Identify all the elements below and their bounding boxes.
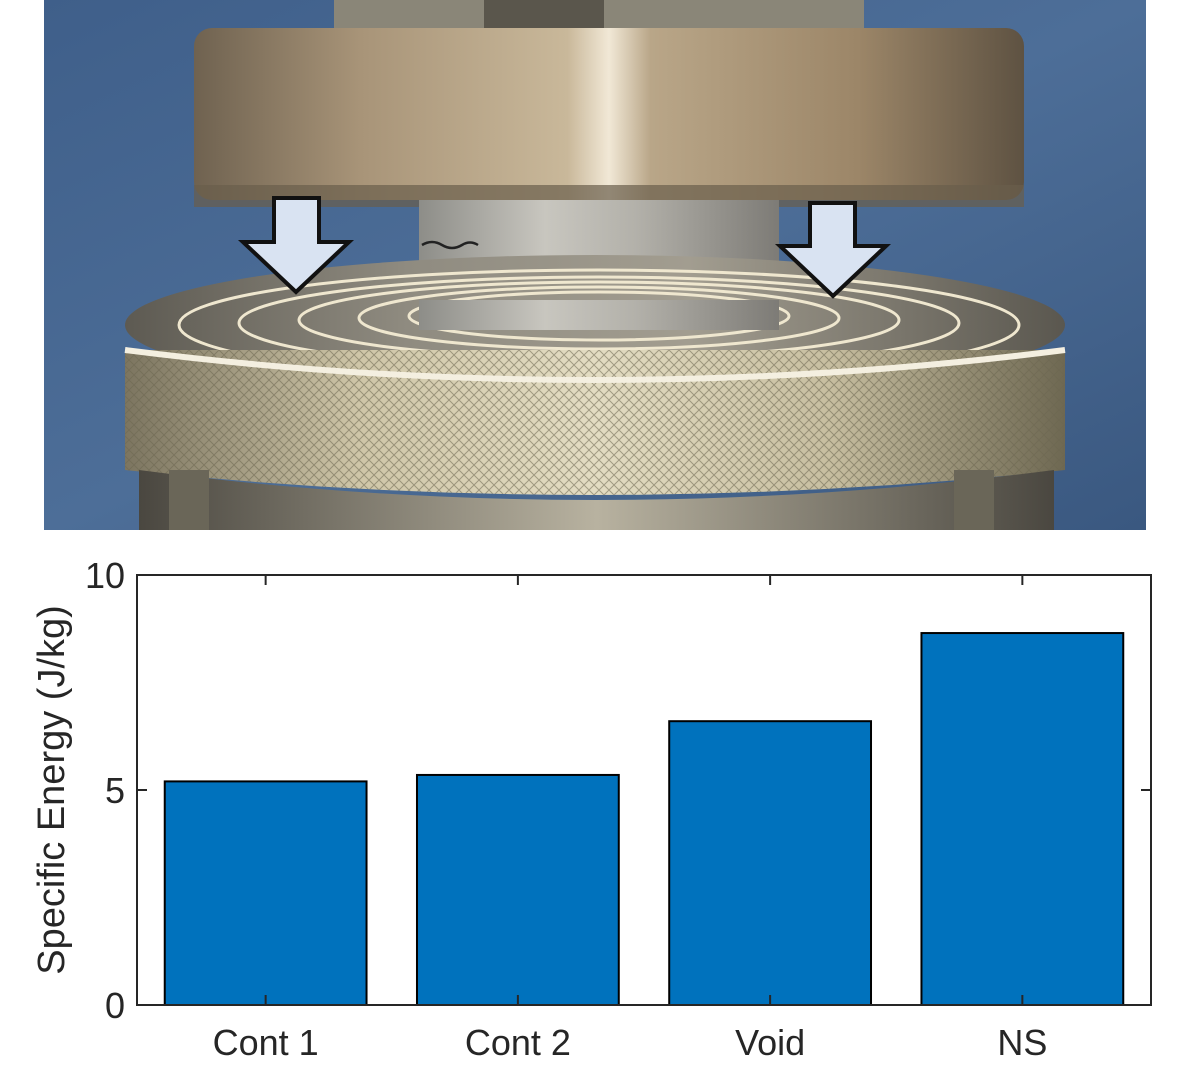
down-arrow-right-icon	[774, 201, 892, 299]
x-tick-label: NS	[997, 1022, 1047, 1063]
test-fixture-photo	[44, 0, 1146, 530]
x-tick-label: Cont 2	[465, 1022, 571, 1063]
specific-energy-bar-chart: 0 5 10 Cont 1 Cont 2 Void NS Specific Energy …	[31, 555, 1152, 1063]
x-tick-label: Void	[735, 1022, 805, 1063]
bars-group	[163, 632, 1125, 1007]
bar-cont-1	[163, 780, 368, 1006]
y-tick-label: 0	[105, 985, 125, 1026]
x-tick-labels: Cont 1 Cont 2 Void NS	[213, 1022, 1048, 1063]
y-tick-label: 10	[85, 555, 125, 596]
x-tick-label: Cont 1	[213, 1022, 319, 1063]
down-arrow-left-icon	[237, 196, 355, 295]
y-axis-label: Specific Energy (J/kg)	[31, 605, 73, 975]
y-tick-label: 5	[105, 770, 125, 811]
axes-box	[136, 574, 1152, 1006]
bar-ns	[920, 632, 1125, 1007]
bar-cont-2	[415, 773, 620, 1006]
bar-void	[668, 720, 873, 1006]
y-tick-labels: 0 5 10	[85, 555, 125, 1026]
